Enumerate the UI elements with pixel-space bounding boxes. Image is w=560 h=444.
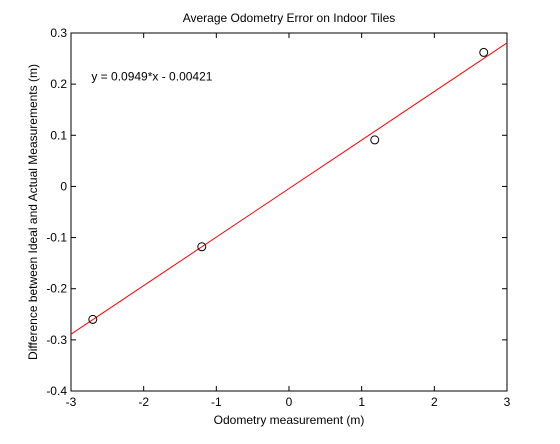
y-axis-label: Difference between Ideal and Actual Meas… — [26, 64, 40, 360]
y-tick-label: 0.3 — [50, 26, 67, 40]
x-tick-label: -2 — [138, 395, 149, 409]
y-tick-label: -0.3 — [46, 333, 67, 347]
data-point — [370, 135, 380, 145]
x-tick-label: 3 — [504, 395, 511, 409]
plot-area: -3 -2 -1 0 1 2 3 -0.4 -0.3 -0.2 -0.1 0 0.1 0.2 0.3 y = … — [46, 26, 510, 409]
x-tick-label: -1 — [211, 395, 222, 409]
fit-line — [70, 42, 508, 335]
data-point — [88, 314, 98, 324]
fit-equation-annotation: y = 0.0949*x - 0.00421 — [91, 69, 212, 83]
chart-title: Average Odometry Error on Indoor Tiles — [183, 11, 396, 25]
y-tick-label: 0.1 — [50, 128, 67, 142]
x-tick-label: 1 — [358, 395, 365, 409]
plot-frame — [70, 32, 508, 392]
data-point — [479, 47, 489, 57]
x-tick-label: -3 — [66, 395, 77, 409]
y-tick-label: -0.1 — [46, 231, 67, 245]
y-tick-label: 0 — [60, 179, 67, 193]
y-tick-label: -0.2 — [46, 282, 67, 296]
y-tick-label: -0.4 — [46, 384, 67, 398]
x-tick-label: 0 — [286, 395, 293, 409]
y-tick-label: 0.2 — [50, 77, 67, 91]
data-point — [197, 242, 207, 252]
x-tick-label: 2 — [431, 395, 438, 409]
x-axis-label: Odometry measurement (m) — [214, 413, 365, 427]
